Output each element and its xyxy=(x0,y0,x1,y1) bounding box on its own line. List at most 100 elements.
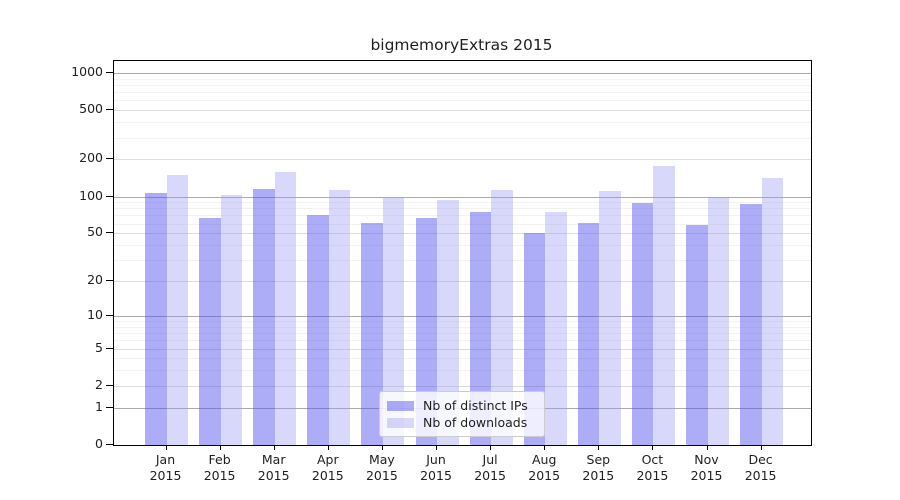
major-gridline xyxy=(114,196,811,198)
bar-distinct-ips-jan xyxy=(145,192,167,445)
minor-gridline xyxy=(114,245,811,246)
bar-downloads-sep xyxy=(599,190,621,445)
bar-distinct-ips-nov xyxy=(686,224,708,445)
bar-downloads-feb xyxy=(220,195,243,445)
y-axis-tick-label: 2 xyxy=(95,376,103,392)
x-axis-tick-label: Apr 2015 xyxy=(311,452,344,483)
y-tick xyxy=(106,314,113,316)
bar-downloads-jul xyxy=(491,190,513,445)
x-axis-tick-label: May 2015 xyxy=(365,452,398,483)
minor-gridline xyxy=(114,84,811,86)
x-axis-tick-label: Dec 2015 xyxy=(744,452,777,483)
minor-gridline xyxy=(114,333,811,334)
bar-downloads-apr xyxy=(328,190,351,445)
legend-swatch-downloads xyxy=(387,417,414,428)
bar-downloads-nov xyxy=(707,196,729,445)
minor-gridline xyxy=(114,321,811,322)
x-axis-tick-label: Feb 2015 xyxy=(203,452,236,483)
major-gridline xyxy=(114,348,811,350)
y-tick xyxy=(106,71,113,73)
y-axis-tick-label: 20 xyxy=(87,272,103,287)
x-axis-tick-label: Jan 2015 xyxy=(149,452,182,483)
y-axis-tick-label: 0 xyxy=(95,436,103,451)
bar-downloads-aug xyxy=(545,211,567,445)
bar-distinct-ips-may xyxy=(361,222,383,445)
y-tick xyxy=(106,384,113,386)
major-gridline xyxy=(114,110,811,112)
y-axis-tick-label: 100 xyxy=(79,187,103,203)
major-gridline xyxy=(114,281,811,282)
x-tick xyxy=(760,445,762,450)
minor-gridline xyxy=(114,215,811,217)
bar-downloads-jun xyxy=(437,199,459,445)
bar-distinct-ips-jul xyxy=(469,211,492,445)
x-tick xyxy=(436,445,437,450)
minor-gridline xyxy=(114,208,811,210)
x-axis-tick-label: Oct 2015 xyxy=(636,452,669,483)
x-tick xyxy=(165,445,167,450)
y-axis-tick-label: 1 xyxy=(95,398,103,414)
x-tick xyxy=(273,445,275,450)
minor-gridline xyxy=(114,358,811,360)
x-tick xyxy=(544,445,546,450)
chart-title: bigmemoryExtras 2015 xyxy=(370,36,553,54)
bar-distinct-ips-jun xyxy=(415,217,437,445)
y-tick xyxy=(106,444,113,445)
major-gridline xyxy=(114,72,811,74)
major-gridline xyxy=(114,159,811,161)
y-tick xyxy=(106,406,113,408)
legend-item-distinct-ips: Nb of distinct IPs xyxy=(387,397,544,414)
minor-gridline xyxy=(114,326,811,328)
minor-gridline xyxy=(114,137,811,139)
bar-distinct-ips-dec xyxy=(740,203,762,445)
major-gridline xyxy=(114,315,811,317)
y-tick xyxy=(106,347,113,349)
legend: Nb of distinct IPs Nb of downloads xyxy=(379,391,545,437)
x-axis-tick-label: Mar 2015 xyxy=(257,452,290,483)
minor-gridline xyxy=(114,202,811,204)
bar-distinct-ips-sep xyxy=(577,222,600,445)
bar-downloads-mar xyxy=(274,172,297,445)
x-tick xyxy=(490,445,492,450)
minor-gridline xyxy=(114,92,811,94)
y-tick xyxy=(106,232,113,234)
y-axis-tick-label: 1000 xyxy=(71,63,103,79)
x-tick xyxy=(327,445,329,450)
x-tick xyxy=(219,445,221,450)
legend-item-downloads: Nb of downloads xyxy=(387,414,544,431)
y-axis-tick-label: 500 xyxy=(79,101,103,117)
major-gridline xyxy=(114,385,811,387)
bar-downloads-dec xyxy=(761,178,784,445)
x-axis-tick-label: Sep 2015 xyxy=(582,452,615,483)
y-axis-tick-label: 200 xyxy=(79,150,103,166)
minor-gridline xyxy=(114,370,811,372)
bar-distinct-ips-feb xyxy=(199,217,221,445)
y-tick xyxy=(106,109,113,111)
legend-label-distinct-ips: Nb of distinct IPs xyxy=(423,398,528,413)
y-tick xyxy=(106,280,113,281)
y-tick xyxy=(106,158,113,160)
x-tick xyxy=(598,445,600,450)
bar-distinct-ips-mar xyxy=(253,188,275,445)
x-axis-tick-label: Aug 2015 xyxy=(528,452,561,483)
x-axis-tick-label: Jul 2015 xyxy=(474,452,506,483)
y-axis-tick-label: 50 xyxy=(87,224,103,240)
bar-downloads-jan xyxy=(166,174,188,445)
minor-gridline xyxy=(114,100,811,102)
bar-downloads-may xyxy=(382,198,405,445)
major-gridline xyxy=(114,233,811,235)
legend-label-downloads: Nb of downloads xyxy=(423,415,528,430)
bar-downloads-oct xyxy=(653,165,675,445)
x-tick xyxy=(652,445,654,450)
minor-gridline xyxy=(114,260,811,262)
y-tick xyxy=(106,195,113,197)
x-axis-tick-label: Nov 2015 xyxy=(690,452,723,483)
x-tick xyxy=(381,445,383,450)
plot-area: Nb of distinct IPs Nb of downloads xyxy=(113,60,812,446)
minor-gridline xyxy=(114,78,811,80)
minor-gridline xyxy=(114,223,811,225)
minor-gridline xyxy=(114,340,811,342)
x-axis-tick-label: Jun 2015 xyxy=(420,452,452,483)
bar-distinct-ips-apr xyxy=(307,215,329,445)
